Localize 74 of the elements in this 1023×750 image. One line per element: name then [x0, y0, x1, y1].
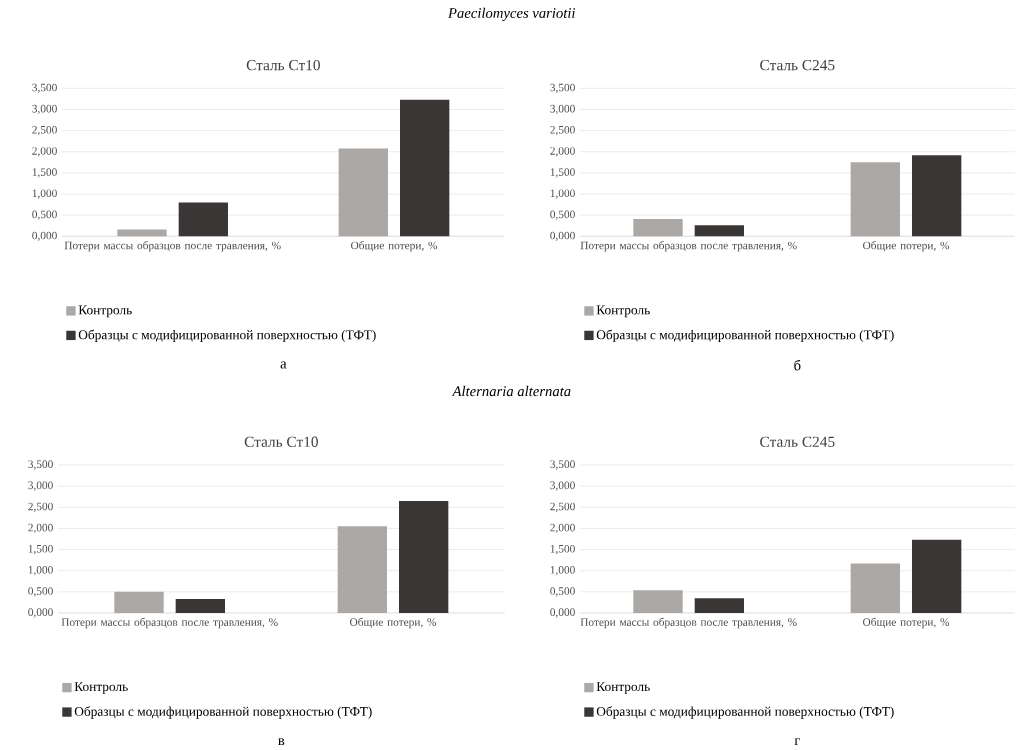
x-tick-label: Общие потери, % [863, 617, 950, 629]
bar [633, 219, 683, 237]
bar [175, 599, 226, 614]
legend-label: Образцы с модифицированной поверхностью (ТФТ) [596, 329, 894, 343]
y-tick-label: 2,500 [550, 502, 575, 513]
y-tick-label: 1,500 [28, 545, 53, 555]
y-tick-label: 2,000 [32, 147, 57, 157]
legend-label: Контроль [74, 682, 128, 695]
y-tick-label: 3,000 [28, 481, 53, 491]
x-tick-label: Общие потери, % [351, 241, 438, 252]
text: б [794, 359, 801, 371]
bar [850, 162, 900, 237]
chart-title: Сталь Ст10 [244, 436, 318, 448]
bar [337, 526, 388, 614]
text: Paecilomyces variotii [447, 7, 576, 22]
bar [178, 202, 229, 237]
bar [633, 590, 683, 614]
chart-title: Сталь С245 [760, 436, 835, 448]
y-tick-label: 3,500 [28, 460, 53, 470]
y-tick-label: 3,000 [550, 105, 575, 115]
y-tick-label: 1,000 [550, 566, 575, 576]
y-tick-label: 0,500 [550, 210, 575, 221]
y-tick-label: 2,000 [550, 147, 575, 157]
y-tick-label: 1,500 [550, 545, 575, 555]
bar [399, 501, 449, 614]
y-tick-label: 1,500 [32, 168, 57, 178]
bar [912, 540, 962, 614]
bar [114, 592, 164, 614]
x-tick-label: Общие потери, % [350, 617, 437, 629]
x-tick-label: Потери массы образцов после травления, % [580, 617, 797, 629]
y-tick-label: 0,000 [550, 231, 575, 242]
y-tick-label: 0,000 [550, 608, 575, 618]
y-tick-label: 0,500 [550, 587, 575, 597]
text: г [794, 738, 800, 746]
y-tick-label: 2,500 [28, 502, 53, 513]
legend-label: Контроль [596, 305, 650, 318]
legend-label: Образцы с модифицированной поверхностью (ТФТ) [78, 329, 376, 343]
bar [400, 99, 450, 237]
y-tick-label: 0,500 [28, 587, 53, 597]
y-tick-label: 0,500 [32, 210, 57, 221]
bar [694, 598, 745, 614]
legend-label: Образцы с модифицированной поверхностью (ТФТ) [596, 706, 894, 719]
y-tick-label: 3,000 [550, 481, 575, 491]
y-tick-label: 3,500 [550, 460, 575, 470]
y-tick-label: 0,000 [28, 608, 53, 618]
y-tick-label: 3,500 [32, 83, 57, 94]
y-tick-label: 2,500 [32, 126, 57, 136]
text: в [278, 738, 285, 746]
y-tick-label: 3,000 [32, 105, 57, 115]
legend-label: Контроль [596, 682, 650, 695]
y-tick-label: 2,000 [28, 524, 53, 534]
y-tick-label: 1,000 [550, 189, 575, 199]
text: Alternaria alternata [451, 386, 571, 397]
y-tick-label: 1,500 [550, 168, 575, 178]
x-tick-label: Потери массы образцов после травления, % [64, 241, 281, 252]
x-tick-label: Потери массы образцов после травления, % [580, 241, 797, 252]
chart-title: Сталь Ст10 [246, 60, 320, 71]
y-tick-label: 0,000 [32, 231, 57, 242]
y-tick-label: 1,000 [28, 566, 53, 576]
chart-title: Сталь С245 [760, 60, 835, 71]
bar [850, 563, 900, 614]
text: а [280, 361, 287, 369]
y-tick-label: 1,000 [32, 189, 57, 199]
bar [117, 229, 167, 237]
legend-label: Образцы с модифицированной поверхностью (ТФТ) [74, 706, 372, 719]
x-tick-label: Потери массы образцов после травления, % [61, 617, 278, 629]
y-tick-label: 3,500 [550, 83, 575, 94]
legend-label: Контроль [78, 305, 132, 318]
bar [694, 225, 745, 237]
y-tick-label: 2,500 [550, 126, 575, 136]
y-tick-label: 2,000 [550, 524, 575, 534]
bar [338, 148, 389, 237]
bar [912, 155, 962, 237]
x-tick-label: Общие потери, % [863, 241, 950, 252]
